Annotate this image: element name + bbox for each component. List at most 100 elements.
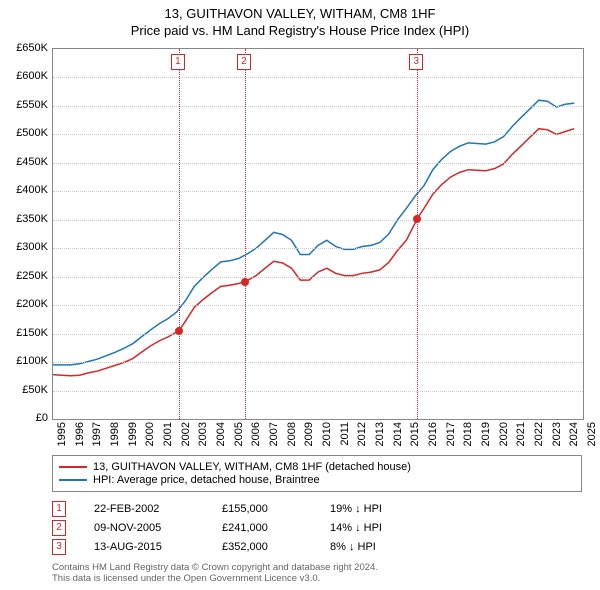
event-row: 3 13-AUG-2015 £352,000 8% ↓ HPI (52, 539, 582, 555)
event-row: 2 09-NOV-2005 £241,000 14% ↓ HPI (52, 520, 582, 536)
x-tick-label: 1995 (56, 422, 68, 446)
event-row: 1 22-FEB-2002 £155,000 19% ↓ HPI (52, 501, 582, 517)
x-tick-label: 2020 (498, 422, 510, 446)
x-tick-label: 2001 (162, 422, 174, 446)
x-tick-label: 2015 (409, 422, 421, 446)
x-tick-label: 2008 (286, 422, 298, 446)
y-tick-label: £500K (2, 127, 48, 139)
x-tick-label: 2004 (215, 422, 227, 446)
event-marker-box: 2 (52, 520, 66, 536)
y-tick-label: £550K (2, 99, 48, 111)
legend-label: HPI: Average price, detached house, Brai… (93, 474, 320, 486)
x-tick-label: 2010 (321, 422, 333, 446)
x-tick-label: 2013 (374, 422, 386, 446)
sale-point (241, 278, 249, 286)
gridline (53, 277, 583, 278)
y-tick-label: £0 (2, 412, 48, 424)
y-tick-label: £600K (2, 70, 48, 82)
gridline (53, 77, 583, 78)
x-tick-label: 1998 (109, 422, 121, 446)
event-date: 22-FEB-2002 (94, 503, 194, 515)
event-vline (179, 49, 180, 419)
gridline (53, 305, 583, 306)
x-tick-label: 1997 (91, 422, 103, 446)
x-tick-label: 2012 (356, 422, 368, 446)
x-tick-label: 2017 (445, 422, 457, 446)
footer-line-1: Contains HM Land Registry data © Crown c… (52, 562, 582, 573)
event-price: £241,000 (222, 522, 302, 534)
gridline (53, 220, 583, 221)
events-table: 1 22-FEB-2002 £155,000 19% ↓ HPI 2 09-NOV-200… (52, 498, 582, 558)
x-tick-label: 2006 (250, 422, 262, 446)
x-tick-label: 2024 (568, 422, 580, 446)
legend-item: 13, GUITHAVON VALLEY, WITHAM, CM8 1HF (d… (59, 461, 575, 473)
x-tick-label: 2019 (480, 422, 492, 446)
x-tick-label: 2022 (533, 422, 545, 446)
x-tick-label: 2000 (144, 422, 156, 446)
legend-box: 13, GUITHAVON VALLEY, WITHAM, CM8 1HF (d… (52, 455, 582, 492)
x-tick-label: 2009 (303, 422, 315, 446)
event-price: £155,000 (222, 503, 302, 515)
event-diff: 19% ↓ HPI (330, 503, 410, 515)
legend-item: HPI: Average price, detached house, Brai… (59, 474, 575, 486)
y-tick-label: £150K (2, 327, 48, 339)
x-tick-label: 1999 (127, 422, 139, 446)
x-tick-label: 2016 (427, 422, 439, 446)
x-tick-label: 2007 (268, 422, 280, 446)
x-tick-label: 2025 (586, 422, 598, 446)
event-date: 09-NOV-2005 (94, 522, 194, 534)
event-vline (417, 49, 418, 419)
title-line-1: 13, GUITHAVON VALLEY, WITHAM, CM8 1HF (0, 6, 600, 21)
x-tick-label: 1996 (74, 422, 86, 446)
y-tick-label: £400K (2, 184, 48, 196)
gridline (53, 106, 583, 107)
event-marker-box: 2 (237, 54, 251, 70)
y-tick-label: £50K (2, 384, 48, 396)
y-tick-label: £250K (2, 270, 48, 282)
footer: Contains HM Land Registry data © Crown c… (52, 562, 582, 584)
event-date: 13-AUG-2015 (94, 541, 194, 553)
x-tick-label: 2003 (197, 422, 209, 446)
gridline (53, 391, 583, 392)
chart-container: 13, GUITHAVON VALLEY, WITHAM, CM8 1HF Pr… (0, 0, 600, 590)
series-line (53, 100, 574, 365)
footer-line-2: This data is licensed under the Open Gov… (52, 573, 582, 584)
y-tick-label: £650K (2, 42, 48, 54)
gridline (53, 248, 583, 249)
event-marker-box: 1 (171, 54, 185, 70)
event-diff: 14% ↓ HPI (330, 522, 410, 534)
gridline (53, 134, 583, 135)
chart-lines-svg (53, 49, 583, 419)
event-price: £352,000 (222, 541, 302, 553)
x-tick-label: 2002 (180, 422, 192, 446)
x-tick-label: 2014 (392, 422, 404, 446)
sale-point (175, 327, 183, 335)
y-tick-label: £350K (2, 213, 48, 225)
x-tick-label: 2021 (515, 422, 527, 446)
gridline (53, 191, 583, 192)
chart-plot-area (52, 48, 584, 420)
y-tick-label: £450K (2, 156, 48, 168)
series-line (53, 129, 574, 376)
legend-swatch (59, 479, 87, 481)
titles: 13, GUITHAVON VALLEY, WITHAM, CM8 1HF Pr… (0, 0, 600, 38)
event-marker-box: 1 (52, 501, 66, 517)
event-vline (245, 49, 246, 419)
x-tick-label: 2011 (339, 422, 351, 446)
title-line-2: Price paid vs. HM Land Registry's House … (0, 23, 600, 38)
sale-point (413, 215, 421, 223)
gridline (53, 334, 583, 335)
x-tick-label: 2005 (233, 422, 245, 446)
legend-swatch (59, 466, 87, 468)
event-marker-box: 3 (409, 54, 423, 70)
event-diff: 8% ↓ HPI (330, 541, 410, 553)
x-tick-label: 2023 (551, 422, 563, 446)
x-tick-label: 2018 (462, 422, 474, 446)
y-tick-label: £300K (2, 241, 48, 253)
y-tick-label: £100K (2, 355, 48, 367)
event-marker-box: 3 (52, 539, 66, 555)
gridline (53, 163, 583, 164)
gridline (53, 362, 583, 363)
y-tick-label: £200K (2, 298, 48, 310)
legend-label: 13, GUITHAVON VALLEY, WITHAM, CM8 1HF (d… (93, 461, 411, 473)
